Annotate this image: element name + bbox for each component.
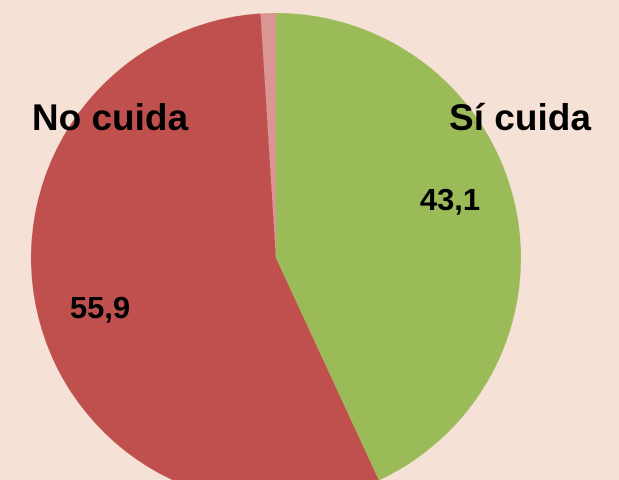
data-label: 55,9 xyxy=(70,290,130,325)
slice-label: No cuida xyxy=(32,97,189,138)
slice-label: Sí cuida xyxy=(449,97,591,138)
pie-slice xyxy=(276,13,521,480)
pie-slice xyxy=(260,13,276,258)
pie-slice xyxy=(31,13,379,480)
data-label: 43,1 xyxy=(420,182,480,217)
